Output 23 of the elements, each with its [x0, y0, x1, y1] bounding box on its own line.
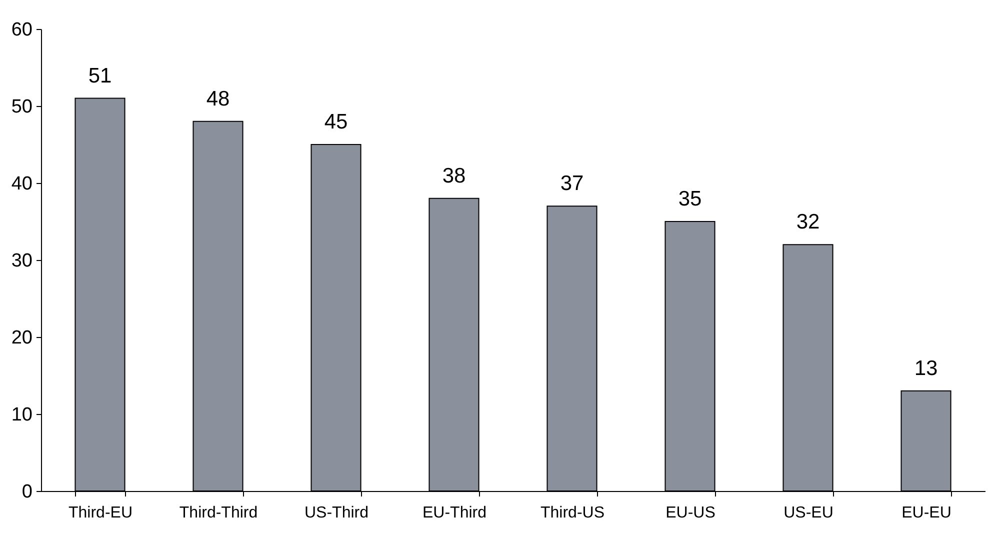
data-label: 51 [88, 64, 112, 88]
x-tick-label: Third-US [540, 504, 605, 522]
y-tick-label: 60 [11, 20, 32, 40]
y-tick-label: 30 [11, 250, 32, 272]
data-label: 35 [678, 188, 702, 210]
x-tick-label: Third-Third [179, 504, 258, 522]
y-tick-label: 20 [11, 328, 32, 348]
x-tick-label: EU-Third [422, 504, 487, 522]
y-tick-label: 10 [11, 404, 32, 426]
data-label: 37 [560, 172, 584, 196]
y-tick-label: 0 [22, 482, 32, 502]
x-tick-label: EU-US [666, 504, 716, 522]
y-tick-label: 50 [11, 96, 32, 118]
data-label: 48 [206, 87, 230, 110]
y-tick-label: 40 [11, 174, 32, 194]
data-label: 13 [914, 356, 938, 380]
x-tick-label: US-EU [784, 504, 834, 522]
data-label: 32 [796, 210, 820, 234]
x-tick-label: Third-EU [68, 504, 133, 522]
x-tick-label: US-Third [304, 504, 369, 522]
data-label: 38 [442, 164, 466, 188]
data-label: 45 [324, 110, 348, 134]
x-tick-label: EU-EU [902, 504, 952, 522]
